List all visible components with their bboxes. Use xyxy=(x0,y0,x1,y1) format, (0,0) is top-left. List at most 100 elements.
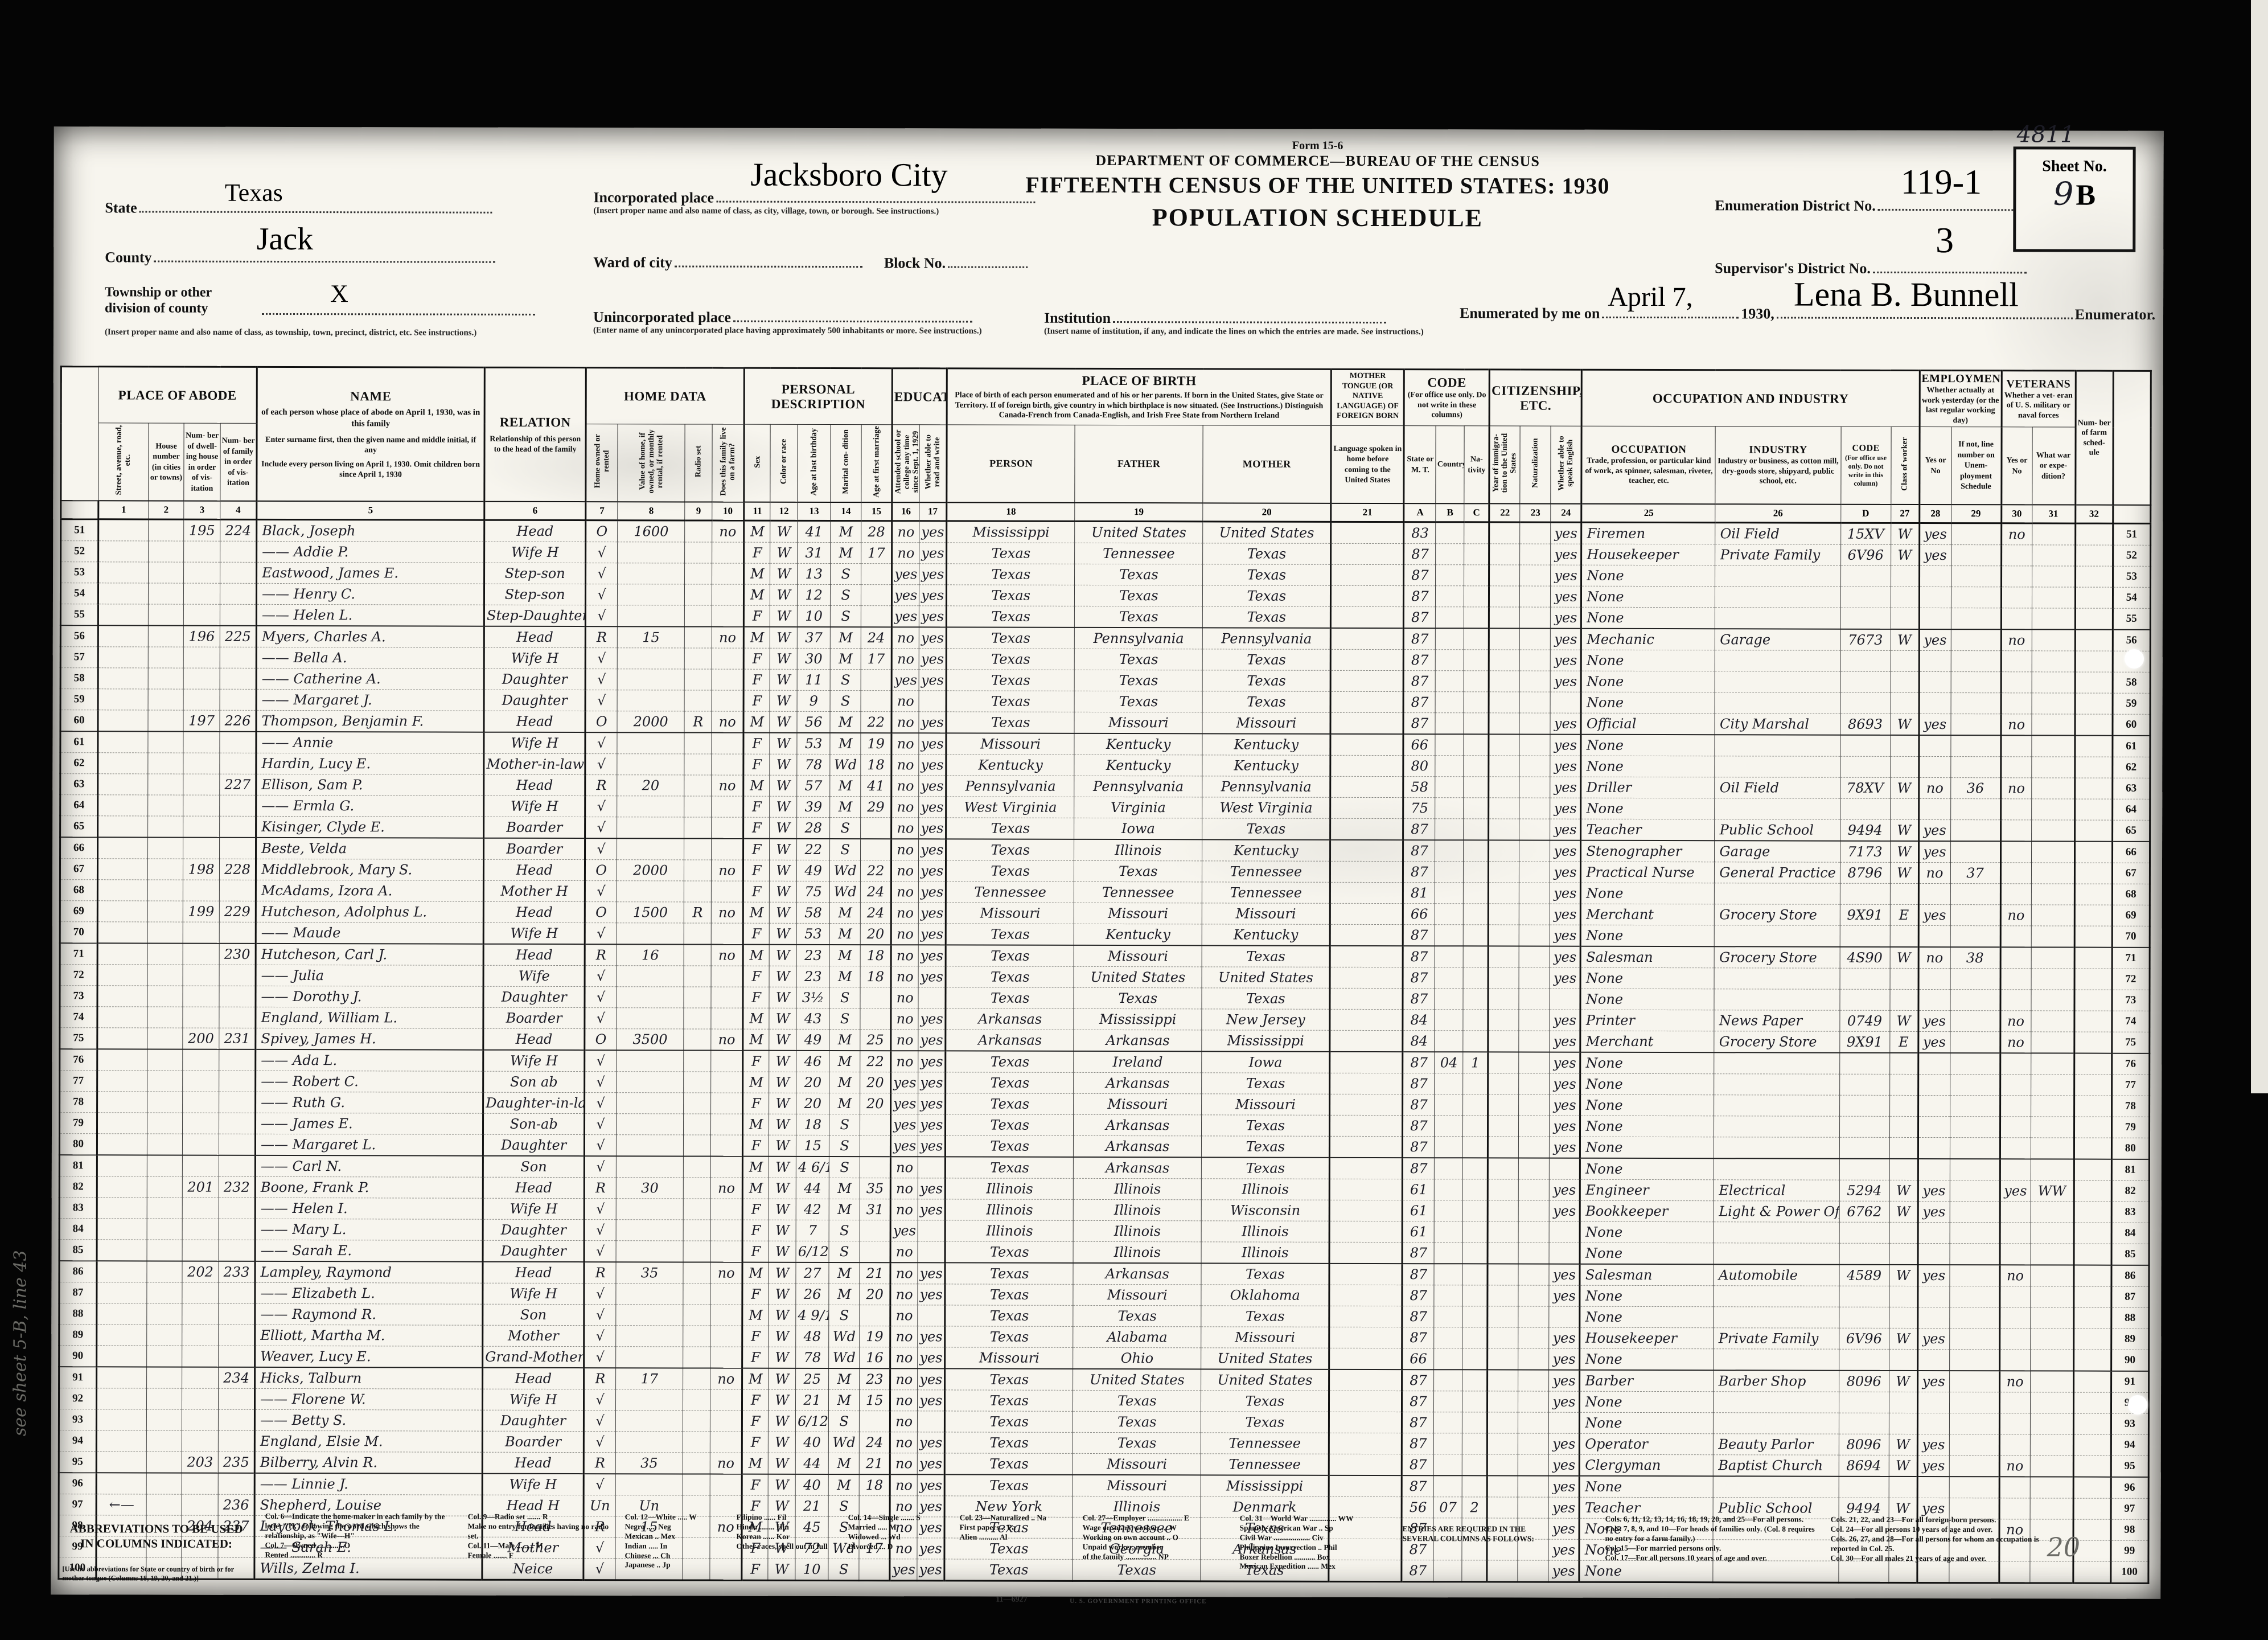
cell-sx: F xyxy=(743,796,770,818)
cell-cd xyxy=(1839,1158,1889,1180)
cell-na xyxy=(1519,565,1551,587)
cell-rn: 79 xyxy=(2111,1117,2150,1138)
cell-nm: —— Bella A. xyxy=(256,647,484,669)
column-number xyxy=(2113,505,2151,524)
cell-fm: 228 xyxy=(219,859,256,880)
cell-rd xyxy=(683,1219,711,1241)
cell-v3 xyxy=(1999,1159,2031,1180)
sheet-box: Sheet No. 9 B xyxy=(2013,146,2136,252)
cell-bf: Kentucky xyxy=(1074,755,1203,776)
supervisor-district-value: 3 xyxy=(1935,220,1954,261)
cell-sc: no xyxy=(891,817,919,839)
cell-na xyxy=(1519,628,1551,650)
cell-rd xyxy=(683,1410,710,1432)
cell-v3 xyxy=(2000,1053,2031,1075)
cell-vl xyxy=(617,922,684,945)
cell-ow: √ xyxy=(585,838,617,860)
cell-w2: yes xyxy=(1917,1370,1950,1392)
cell-fn xyxy=(2073,1244,2111,1265)
cell-am: 19 xyxy=(861,733,892,755)
cell-sc: no xyxy=(891,690,919,712)
cell-lg xyxy=(1329,1200,1403,1221)
cell-ag: 6/12 xyxy=(796,1241,829,1262)
cell-na xyxy=(1520,544,1551,565)
abbreviations-title: ABBREVIATIONS TO BE USED IN COLUMNS INDI… xyxy=(69,1522,243,1551)
cell-ow: √ xyxy=(585,965,617,987)
cell-im xyxy=(1488,1200,1519,1222)
cell-v3 xyxy=(1999,1222,2031,1244)
cell-hn xyxy=(147,731,184,753)
cell-en: yes xyxy=(1551,544,1582,565)
cell-ms: Wd xyxy=(828,1347,860,1369)
cell-sc: no xyxy=(891,542,919,564)
cell-ln: 95 xyxy=(59,1451,97,1473)
cell-ln: 66 xyxy=(60,837,98,859)
cell-st xyxy=(96,1282,147,1303)
cell-rd xyxy=(683,1452,710,1474)
cell-lg xyxy=(1330,988,1403,1010)
cell-cw xyxy=(1889,883,1918,905)
cell-im xyxy=(1487,1391,1518,1413)
enumerator-name: Lena B. Bunnell xyxy=(1793,275,2019,314)
cell-bm: Missouri xyxy=(1202,712,1331,734)
cell-ln: 58 xyxy=(60,667,98,689)
cell-nm: —— Annie xyxy=(256,731,484,754)
cell-cw xyxy=(1889,925,1918,947)
cell-sc: yes xyxy=(891,669,919,691)
cell-im xyxy=(1489,776,1520,798)
township-hint: (Insert proper name and also name of cla… xyxy=(104,327,477,338)
cell-ow: √ xyxy=(585,880,617,902)
cell-cd: 9X91 xyxy=(1839,1031,1890,1053)
sheet-number: 9 xyxy=(2053,175,2074,213)
cell-cr: W xyxy=(769,944,797,966)
cell-lg xyxy=(1330,691,1404,713)
cell-bm: West Virginia xyxy=(1202,797,1331,819)
cell-sx: F xyxy=(742,1241,769,1262)
cell-in: Grocery Store xyxy=(1714,1031,1840,1053)
cell-na xyxy=(1519,946,1550,968)
cell-vl xyxy=(617,647,685,669)
cell-w2: no xyxy=(1918,777,1951,799)
cell-dw xyxy=(183,647,220,669)
cell-ms: S xyxy=(829,1220,860,1241)
cell-bp: Texas xyxy=(946,605,1075,628)
cell-in: Private Family xyxy=(1715,544,1841,566)
cell-rw: yes xyxy=(917,1368,945,1390)
cell-ln: 84 xyxy=(59,1218,97,1240)
cell-fm xyxy=(219,837,256,859)
cell-ln: 89 xyxy=(59,1324,97,1346)
cell-dw xyxy=(182,1219,219,1240)
abbreviations-note: [Use no abbreviations for State or count… xyxy=(62,1565,235,1582)
cell-cd xyxy=(1840,798,1891,820)
cell-in xyxy=(1713,1391,1839,1413)
column-number: 26 xyxy=(1715,504,1841,523)
cell-st xyxy=(97,710,149,732)
cell-rd xyxy=(684,563,712,585)
cell-ln: 92 xyxy=(59,1388,97,1409)
cell-ca: 66 xyxy=(1403,734,1436,756)
cell-oc: None xyxy=(1581,692,1715,714)
cell-bm: New Jersey xyxy=(1202,1008,1330,1031)
cell-ms: M xyxy=(829,1093,860,1114)
cell-en: yes xyxy=(1550,628,1581,650)
cell-ow: R xyxy=(584,1262,617,1284)
cell-v3 xyxy=(2001,544,2032,566)
cell-fa xyxy=(711,754,744,776)
cell-rl: Boarder xyxy=(483,817,585,839)
cell-na xyxy=(1519,671,1551,692)
cell-bp: Kentucky xyxy=(946,754,1075,776)
cell-cc xyxy=(1462,1285,1488,1306)
cell-rl: Wife H xyxy=(484,732,586,754)
cell-l2 xyxy=(1950,1074,2000,1096)
cell-rn: 61 xyxy=(2112,735,2150,757)
cell-fm xyxy=(218,1282,255,1304)
cell-cd: 78XV xyxy=(1840,777,1891,799)
column-number: 22 xyxy=(1489,503,1521,523)
cell-fm xyxy=(218,1325,255,1346)
cell-im xyxy=(1488,1285,1519,1307)
cell-sx: F xyxy=(743,754,770,776)
cell-rd xyxy=(684,647,712,670)
cell-bf: Arkansas xyxy=(1073,1157,1202,1179)
cell-fn xyxy=(2074,863,2113,884)
cell-w2 xyxy=(1917,1413,1950,1434)
